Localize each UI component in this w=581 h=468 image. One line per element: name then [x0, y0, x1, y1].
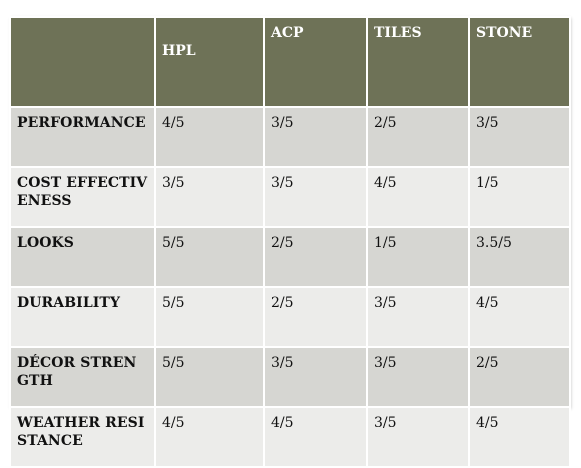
table-cell: 5/5: [154, 226, 265, 288]
table-cell: 4/5: [468, 286, 571, 348]
table-row-performance: PERFORMANCE 4/5 3/5 2/5 3/5: [9, 106, 571, 168]
table-cell: 3/5: [366, 406, 470, 468]
table-cell: 4/5: [154, 106, 265, 168]
table-cell: 2/5: [263, 226, 368, 288]
table-cell: 5/5: [154, 346, 265, 408]
table-cell: 3/5: [263, 166, 368, 228]
table-cell: 4/5: [154, 406, 265, 468]
table-cell: 2/5: [468, 346, 571, 408]
table-cell: 2/5: [366, 106, 470, 168]
table-cell: 1/5: [468, 166, 571, 228]
row-label: DURABILITY: [9, 286, 156, 348]
table-row-weather-resistance: WEATHER RESISTANCE 4/5 4/5 3/5 4/5: [9, 406, 571, 468]
table-cell: 4/5: [468, 406, 571, 468]
row-label: DÉCOR STRENGTH: [9, 346, 156, 408]
table-cell: 3/5: [468, 106, 571, 168]
table-cell: 5/5: [154, 286, 265, 348]
table-cell: 4/5: [263, 406, 368, 468]
header-cell-acp: ACP: [263, 16, 368, 108]
comparison-table-container: HPL ACP TILES STONE PERFORMANCE 4/5 3/5 …: [9, 16, 571, 468]
table-header-row: HPL ACP TILES STONE: [9, 16, 571, 108]
table-cell: 3/5: [263, 346, 368, 408]
table-cell: 2/5: [263, 286, 368, 348]
row-label: PERFORMANCE: [9, 106, 156, 168]
comparison-table: HPL ACP TILES STONE PERFORMANCE 4/5 3/5 …: [9, 16, 571, 468]
table-cell: 3/5: [263, 106, 368, 168]
table-row-looks: LOOKS 5/5 2/5 1/5 3.5/5: [9, 226, 571, 288]
row-label: LOOKS: [9, 226, 156, 288]
table-row-cost-effectiveness: COST EFFECTIVENESS 3/5 3/5 4/5 1/5: [9, 166, 571, 228]
row-label: COST EFFECTIVENESS: [9, 166, 156, 228]
header-cell-empty: [9, 16, 156, 108]
table-cell: 1/5: [366, 226, 470, 288]
header-cell-tiles: TILES: [366, 16, 470, 108]
table-cell: 3/5: [366, 286, 470, 348]
table-row-decor-strength: DÉCOR STRENGTH 5/5 3/5 3/5 2/5: [9, 346, 571, 408]
row-label: WEATHER RESISTANCE: [9, 406, 156, 468]
header-cell-hpl: HPL: [154, 16, 265, 108]
header-cell-stone: STONE: [468, 16, 571, 108]
table-cell: 3.5/5: [468, 226, 571, 288]
table-row-durability: DURABILITY 5/5 2/5 3/5 4/5: [9, 286, 571, 348]
table-cell: 4/5: [366, 166, 470, 228]
table-cell: 3/5: [154, 166, 265, 228]
table-cell: 3/5: [366, 346, 470, 408]
